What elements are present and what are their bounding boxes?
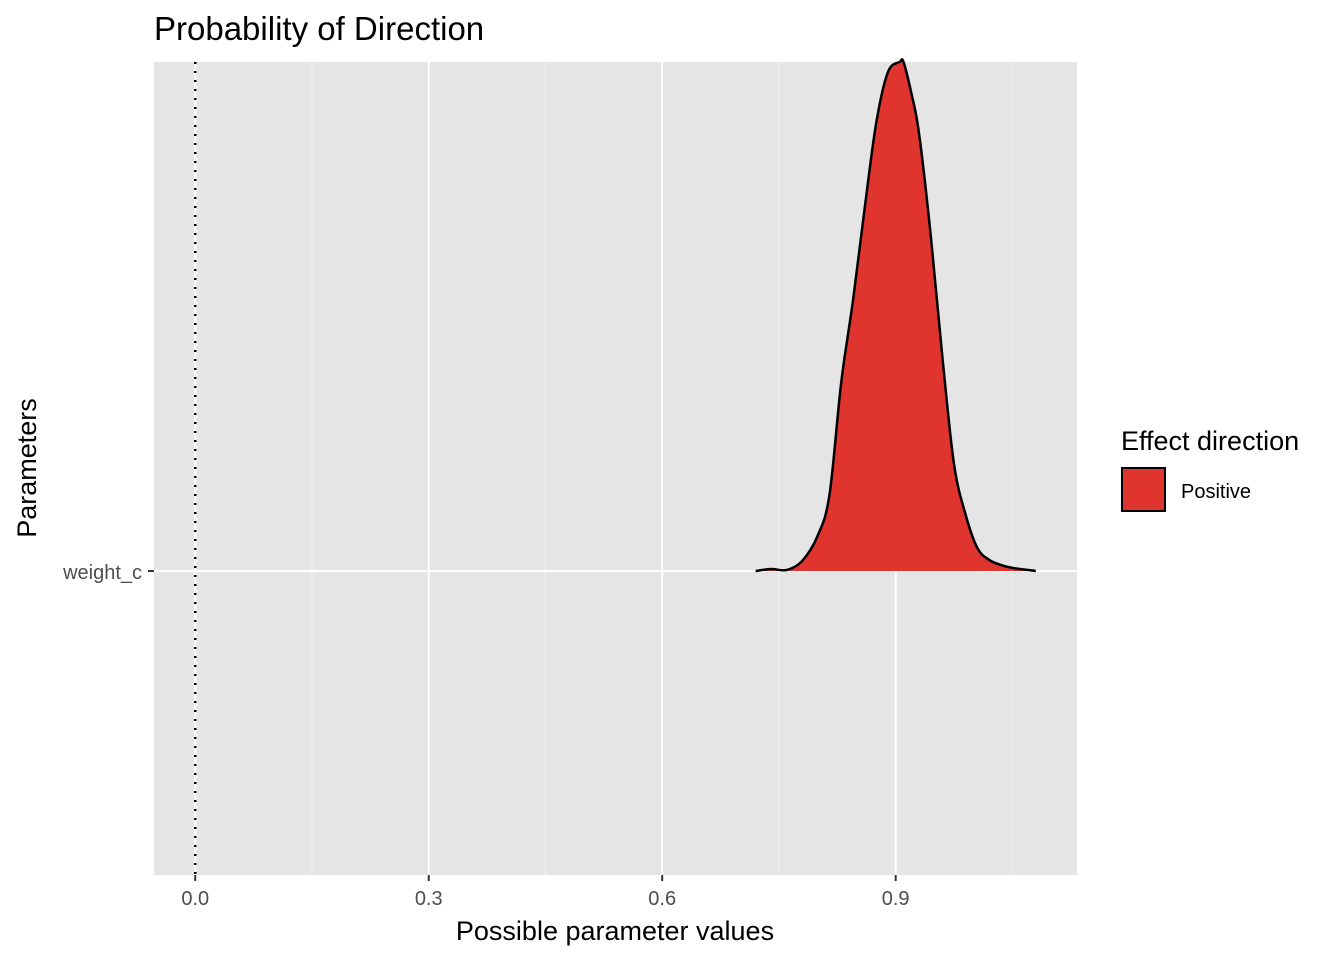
minor-gridlines — [311, 62, 1013, 875]
x-axis-title: Possible parameter values — [456, 916, 774, 946]
x-tick-label: 0.6 — [648, 888, 676, 910]
legend-label-positive: Positive — [1181, 481, 1251, 503]
x-tick-label: 0.0 — [181, 888, 209, 910]
y-axis-title: Parameters — [12, 398, 42, 538]
chart-title: Probability of Direction — [154, 10, 484, 47]
x-axis: 0.0 0.3 0.6 0.9 — [181, 875, 910, 910]
density-outline-positive — [755, 58, 1036, 573]
y-tick-label: weight_c — [62, 562, 142, 584]
density-area-positive — [755, 59, 1036, 571]
density-marks — [755, 58, 1036, 573]
x-tick-label: 0.9 — [882, 888, 910, 910]
legend-swatch-positive — [1121, 467, 1166, 512]
legend: Effect direction Positive — [1121, 426, 1299, 512]
legend-title: Effect direction — [1121, 426, 1299, 456]
x-tick-label: 0.3 — [415, 888, 443, 910]
y-axis: weight_c — [62, 562, 154, 584]
